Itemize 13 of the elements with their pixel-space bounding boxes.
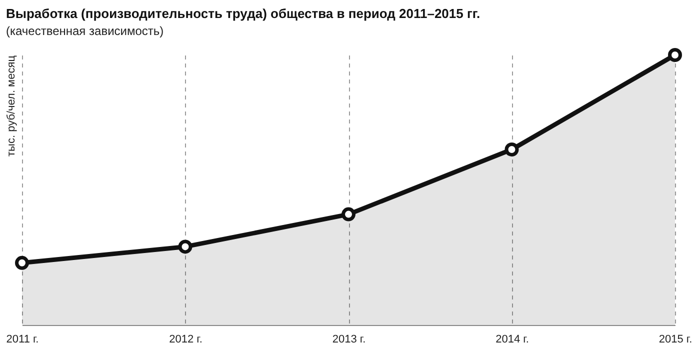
x-tick-label: 2014 г. (496, 334, 529, 346)
x-tick-label: 2011 г. (6, 334, 39, 346)
chart-title: Выработка (производительность труда) общества в период 2011–2015 гг. (6, 6, 480, 21)
y-axis-title: тыс. руб/чел. месяц (6, 54, 18, 156)
point (504, 142, 519, 156)
point (15, 256, 29, 270)
point (342, 207, 356, 222)
x-tick-label: 2012 г. (169, 334, 202, 346)
x-tick-label: 2013 г. (332, 334, 366, 346)
chart-subtitle: (качественная зависимость) (6, 24, 164, 38)
point (178, 240, 192, 254)
point (668, 48, 682, 62)
x-tick-label: 2015 г. (658, 334, 692, 346)
